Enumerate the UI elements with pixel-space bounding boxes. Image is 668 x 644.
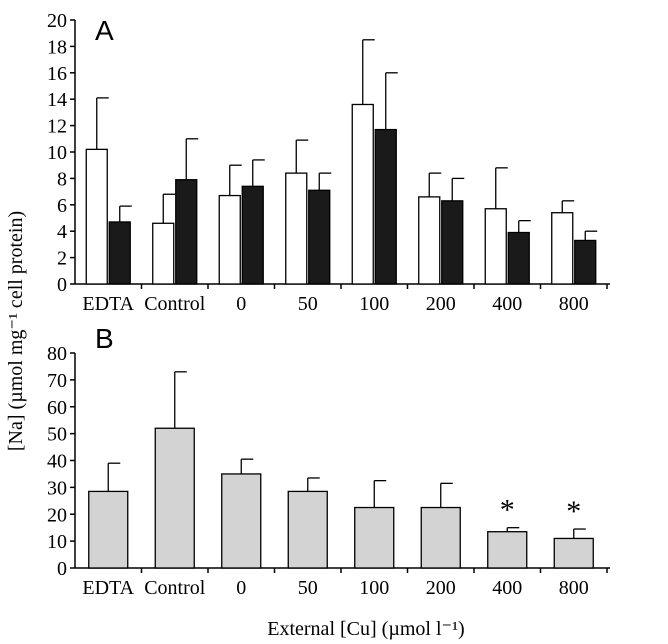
- panel-a-bar: [418, 196, 441, 285]
- x-axis-label: External [Cu] (µmol l⁻¹): [267, 618, 464, 640]
- panel-a-y-tick-label: 16: [47, 63, 67, 85]
- panel-b-bars: * *: [88, 371, 594, 569]
- panel-a: A 0 2 4 6 8 10 12 14 16 18 20 EDTA Control 0 50 100 200 4…: [47, 10, 610, 315]
- panel-a-y-tick-label: 0: [57, 274, 67, 296]
- panel-b-y-tick-label: 20: [47, 504, 67, 526]
- panel-a-bar: [175, 179, 198, 285]
- panel-a-bar: [484, 208, 507, 285]
- panel-b-y-tick-label: 0: [57, 558, 67, 580]
- panel-a-bar: [152, 222, 175, 285]
- panel-a-x-tick-label: 50: [298, 293, 318, 315]
- panel-a-bar: [574, 239, 597, 285]
- panel-b-bar: [487, 531, 528, 569]
- panel-b-y-tick-label: 70: [47, 370, 67, 392]
- panel-a-x-tick-label: 800: [559, 293, 589, 315]
- panel-a-bar: [351, 103, 374, 285]
- panel-a-bar: [441, 200, 464, 285]
- panel-a-bar: [241, 185, 264, 285]
- panel-a-x-tick-label: 200: [426, 293, 456, 315]
- panel-a-x-tick-label: 0: [236, 293, 246, 315]
- panel-b-bar: [420, 506, 461, 569]
- panel-a-y-tick-label: 20: [47, 10, 67, 32]
- panel-b-x-tick-label: 0: [236, 577, 246, 599]
- panel-a-bar: [285, 172, 308, 285]
- panel-b-bar: [553, 537, 594, 569]
- panel-a-bar: [374, 128, 397, 285]
- panel-a-y-tick-label: 14: [47, 89, 67, 111]
- panel-b-significance-marker: *: [500, 494, 515, 527]
- panel-a-axes: 0 2 4 6 8 10 12 14 16 18 20 EDTA Control 0 50 100 200 400…: [47, 10, 610, 315]
- panel-a-bar: [308, 189, 331, 285]
- panel-b-x-tick-label: 400: [492, 577, 522, 599]
- panel-b-bar: [221, 473, 262, 569]
- panel-a-bar: [551, 212, 574, 285]
- panel-b-y-tick-label: 40: [47, 451, 67, 473]
- panel-a-x-tick-label: Control: [144, 293, 206, 315]
- panel-a-y-tick-label: 18: [47, 36, 67, 58]
- panel-a-bar: [218, 194, 241, 285]
- panel-a-y-tick-label: 12: [47, 116, 67, 138]
- panel-b-y-tick-label: 60: [47, 397, 67, 419]
- panel-b-x-tick-label: 800: [559, 577, 589, 599]
- panel-b-significance-marker: *: [566, 495, 581, 528]
- panel-b-x-tick-label: Control: [144, 577, 206, 599]
- panel-a-y-tick-label: 10: [47, 142, 67, 164]
- panel-a-bar: [108, 221, 131, 285]
- panel-b-x-tick-label: EDTA: [82, 577, 134, 599]
- y-axis-label: [Na] (µmol mg⁻¹ cell protein): [5, 211, 27, 451]
- panel-b-bar: [154, 427, 195, 569]
- panel-a-y-tick-label: 6: [57, 195, 67, 217]
- panel-a-bar: [507, 231, 530, 285]
- panel-b-y-tick-label: 30: [47, 477, 67, 499]
- panel-a-bars: [85, 39, 598, 285]
- panel-b-bar: [354, 506, 395, 569]
- panel-a-y-tick-label: 2: [57, 248, 67, 270]
- panel-b-y-tick-label: 10: [47, 531, 67, 553]
- panel-a-x-tick-label: 400: [492, 293, 522, 315]
- panel-a-y-tick-label: 4: [57, 221, 67, 243]
- panel-b: B 0 10 20 30 40 50 60 70 80 EDTA Control 0 50 100 200 4…: [47, 323, 610, 599]
- panel-a-bar: [85, 148, 108, 285]
- panel-b-x-tick-label: 100: [359, 577, 389, 599]
- panel-a-x-tick-label: EDTA: [82, 293, 134, 315]
- panel-a-y-tick-label: 8: [57, 168, 67, 190]
- panel-a-letter: A: [95, 15, 114, 46]
- panel-b-x-tick-label: 50: [298, 577, 318, 599]
- panel-b-bar: [287, 490, 328, 569]
- panel-a-x-tick-label: 100: [359, 293, 389, 315]
- panel-b-y-tick-label: 80: [47, 343, 67, 365]
- panel-b-y-tick-label: 50: [47, 424, 67, 446]
- panel-b-x-tick-label: 200: [426, 577, 456, 599]
- panel-b-bar: [88, 490, 129, 569]
- panel-b-letter: B: [95, 323, 114, 354]
